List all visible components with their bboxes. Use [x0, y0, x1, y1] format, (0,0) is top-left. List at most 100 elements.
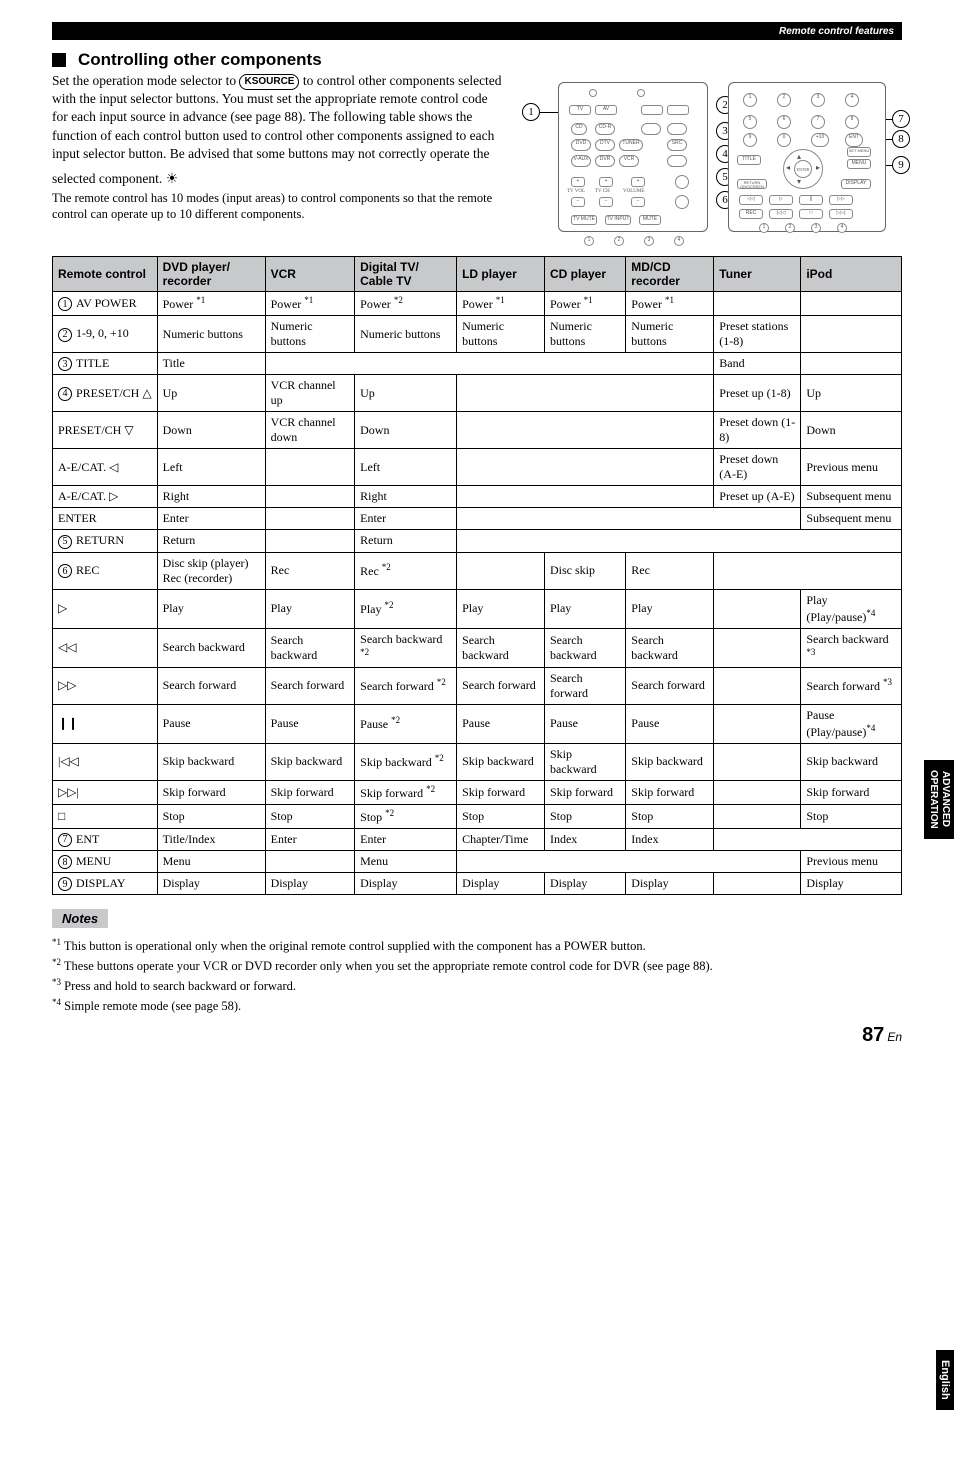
table-cell: Rec: [265, 552, 355, 589]
table-cell: [265, 530, 355, 552]
side-tab-line2: OPERATION: [928, 770, 939, 829]
mini-label: VOLUME: [623, 189, 644, 194]
mini-btn: RETURN ON/SCREEN: [737, 179, 767, 189]
mini-btn: TITLE: [737, 155, 761, 165]
mini-btn: 9: [743, 133, 757, 147]
table-cell: Search backward: [544, 628, 625, 667]
table-cell: Subsequent menu: [801, 486, 902, 508]
note-item: *1 This button is operational only when …: [52, 936, 902, 956]
table-cell: [265, 449, 355, 486]
table-cell: Play: [457, 589, 545, 628]
table-header-cell: VCR: [265, 257, 355, 292]
section-title: Controlling other components: [78, 50, 322, 70]
table-cell: Down: [355, 412, 457, 449]
mini-btn: 1: [584, 236, 594, 246]
table-cell: Right: [157, 486, 265, 508]
mini-btn: 2: [785, 223, 795, 233]
table-cell: Enter: [157, 508, 265, 530]
table-cell: Pause: [157, 704, 265, 743]
intro-row: Set the operation mode selector to KSOUR…: [52, 72, 902, 242]
table-cell: Skip backward: [626, 743, 714, 780]
table-cell: Stop: [265, 804, 355, 828]
row-label-cell: ▷▷: [53, 667, 158, 704]
mini-btn: [667, 105, 689, 115]
intro-part1: Set the operation mode selector to: [52, 73, 239, 88]
tip-icon: ☀: [166, 171, 179, 190]
mini-btn: [675, 175, 689, 189]
row-label-cell: 4PRESET/CH △: [53, 375, 158, 412]
table-cell: Skip backward *2: [355, 743, 457, 780]
table-row: ▷▷|Skip forwardSkip forwardSkip forward …: [53, 780, 902, 804]
mini-btn: +: [631, 177, 645, 187]
table-header-cell: LD player: [457, 257, 545, 292]
table-cell: Skip backward: [457, 743, 545, 780]
mini-btn: SET MENU: [847, 147, 871, 157]
table-cell: Skip forward: [801, 780, 902, 804]
mini-btn: □: [799, 209, 823, 219]
row-label-cell: ▷: [53, 589, 158, 628]
table-cell: Down: [801, 412, 902, 449]
table-row: A-E/CAT. ◁LeftLeftPreset down (A-E)Previ…: [53, 449, 902, 486]
table-cell: [801, 316, 902, 353]
table-row: PRESET/CH ▽DownVCR channel downDownPrese…: [53, 412, 902, 449]
table-cell: Rec: [626, 552, 714, 589]
table-row: 5RETURNReturnReturn: [53, 530, 902, 552]
mini-btn: 3: [811, 223, 821, 233]
table-cell: Stop: [157, 804, 265, 828]
table-row: ❙❙PausePausePause *2PausePausePausePause…: [53, 704, 902, 743]
table-cell: Left: [157, 449, 265, 486]
table-cell: Up: [801, 375, 902, 412]
table-cell: Title/Index: [157, 828, 265, 850]
row-label-cell: 6REC: [53, 552, 158, 589]
mini-label: TV CH: [595, 189, 610, 194]
mini-btn: [675, 195, 689, 209]
note-item: *4 Simple remote mode (see page 58).: [52, 996, 902, 1016]
mini-btn: 6: [777, 115, 791, 129]
mini-btn: [667, 155, 687, 167]
mini-btn: ENT: [845, 133, 863, 147]
table-cell: Search backward: [457, 628, 545, 667]
remote-panel-right: 1 2 3 4 5 6 7 8 9 0 +10 ENT TITLE SET ME…: [728, 82, 886, 232]
table-cell: Stop: [457, 804, 545, 828]
mini-btn: 2: [614, 236, 624, 246]
table-cell: Search forward: [626, 667, 714, 704]
table-cell: Display: [544, 873, 625, 895]
table-cell: [457, 552, 545, 589]
row-label-cell: ▷▷|: [53, 780, 158, 804]
table-cell: Power *2: [355, 292, 457, 316]
mini-btn: −: [599, 197, 613, 207]
table-cell: [714, 589, 801, 628]
table-cell: Display: [801, 873, 902, 895]
mini-btn: SRC: [667, 139, 687, 151]
mini-btn: TV: [569, 105, 591, 115]
mini-btn: 5: [743, 115, 757, 129]
table-cell: VCR channel up: [265, 375, 355, 412]
table-cell: Index: [544, 828, 625, 850]
mini-btn: 4: [674, 236, 684, 246]
table-cell: Search forward *3: [801, 667, 902, 704]
table-cell: [714, 552, 902, 589]
row-label-cell: 8MENU: [53, 850, 158, 872]
callout-9: 9: [892, 156, 910, 174]
table-cell: Enter: [355, 508, 457, 530]
table-cell: Skip forward: [457, 780, 545, 804]
table-cell: [265, 353, 714, 375]
table-cell: Skip backward: [801, 743, 902, 780]
table-cell: Menu: [355, 850, 457, 872]
mini-btn: [589, 89, 597, 97]
page-number: 87En: [52, 1024, 902, 1047]
table-cell: Preset up (A-E): [714, 486, 801, 508]
table-cell: Display: [265, 873, 355, 895]
table-cell: Skip forward: [157, 780, 265, 804]
mini-btn: REC: [739, 209, 763, 219]
table-cell: Rec *2: [355, 552, 457, 589]
row-label-cell: 7ENT: [53, 828, 158, 850]
table-cell: [714, 667, 801, 704]
table-row: ENTEREnterEnterSubsequent menu: [53, 508, 902, 530]
table-head: Remote controlDVD player/ recorderVCRDig…: [53, 257, 902, 292]
page-number-suffix: En: [887, 1030, 902, 1044]
table-cell: [265, 850, 355, 872]
mini-btn: 3: [811, 93, 825, 107]
row-label-cell: 1AV POWER: [53, 292, 158, 316]
table-cell: Stop: [626, 804, 714, 828]
